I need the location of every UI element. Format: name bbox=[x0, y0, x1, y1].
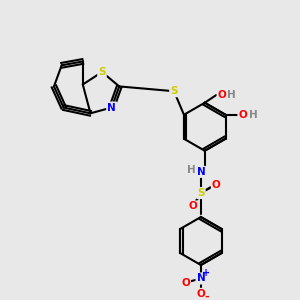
Text: O: O bbox=[189, 202, 198, 212]
Text: N: N bbox=[196, 274, 205, 284]
Text: +: + bbox=[202, 268, 210, 278]
Text: N: N bbox=[196, 167, 205, 177]
Text: H: H bbox=[227, 90, 236, 100]
Text: H: H bbox=[249, 110, 258, 120]
Text: -: - bbox=[204, 292, 209, 300]
Text: S: S bbox=[197, 188, 205, 198]
Text: O: O bbox=[181, 278, 190, 288]
Text: N: N bbox=[107, 103, 116, 112]
Text: O: O bbox=[218, 90, 226, 100]
Text: H: H bbox=[187, 165, 196, 175]
Text: S: S bbox=[98, 67, 106, 77]
Text: O: O bbox=[238, 110, 247, 120]
Text: S: S bbox=[170, 86, 178, 96]
Text: O: O bbox=[212, 180, 220, 190]
Text: O: O bbox=[196, 289, 205, 299]
